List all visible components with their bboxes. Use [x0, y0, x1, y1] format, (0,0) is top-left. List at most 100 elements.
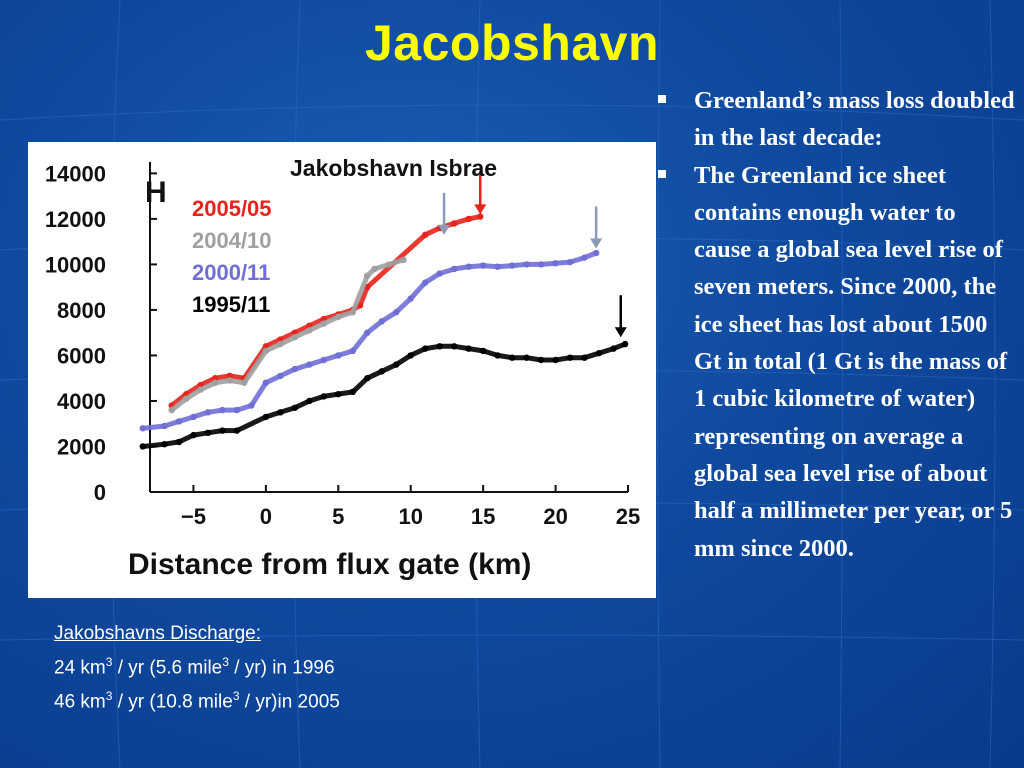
data-point — [422, 345, 429, 352]
data-point — [306, 361, 313, 368]
data-point — [168, 406, 175, 414]
data-point — [371, 265, 378, 273]
x-tick-label: −5 — [181, 504, 206, 529]
data-point — [262, 379, 270, 386]
data-point — [407, 352, 414, 359]
chart-legend: 2005/05 2004/10 2000/11 1995/11 — [192, 196, 272, 317]
data-point — [335, 390, 342, 398]
data-point — [262, 347, 270, 355]
discharge-1996: 24 km3 / yr (5.6 mile3 / yr) in 1996 — [54, 655, 335, 679]
data-point — [422, 279, 429, 286]
data-point — [581, 254, 588, 261]
data-point — [248, 402, 255, 409]
data-point — [465, 263, 472, 270]
x-tick-label: 5 — [332, 504, 344, 529]
data-point — [364, 375, 371, 382]
data-point — [436, 343, 443, 350]
data-point — [183, 395, 190, 402]
y-tick-label: 14000 — [45, 161, 106, 186]
legend-entry: 2000/11 — [192, 260, 270, 285]
data-point — [621, 340, 629, 348]
data-point — [450, 343, 458, 350]
discharge-heading: Jakobshavns Discharge: — [54, 623, 261, 644]
data-point — [523, 354, 530, 361]
arrow-head — [614, 327, 627, 338]
data-point — [204, 409, 212, 416]
data-point — [581, 354, 588, 361]
profile-chart: 14000 12000 10000 8000 6000 4000 2000 0 −5 0 5 10 1… — [45, 155, 640, 581]
data-point — [494, 263, 501, 270]
data-point — [552, 356, 559, 364]
x-tick-labels: −5 0 5 10 15 20 25 — [181, 504, 640, 529]
data-point — [320, 356, 328, 364]
data-point — [479, 347, 487, 355]
y-tick-label: 10000 — [45, 252, 106, 277]
data-point — [349, 388, 356, 396]
bullet-square-icon — [658, 95, 666, 103]
data-point — [226, 372, 233, 380]
bullet-item: The Greenland ice sheet contains enough … — [654, 157, 1016, 567]
data-point — [320, 320, 328, 327]
chart-panel: 14000 12000 10000 8000 6000 4000 2000 0 −5 0 5 10 1… — [28, 142, 656, 598]
x-tick-label: 0 — [260, 504, 272, 529]
data-point — [378, 368, 385, 375]
data-point — [349, 347, 356, 355]
data-point — [566, 354, 574, 361]
slide-title: Jacobshavn — [364, 15, 659, 71]
discharge-2005: 46 km3 / yr (10.8 mile3 / yr)in 2005 — [54, 689, 340, 713]
data-point — [422, 231, 429, 239]
data-point — [277, 372, 284, 380]
x-tick-label: 15 — [471, 504, 495, 529]
series-1995-11 — [139, 340, 629, 450]
data-point — [400, 256, 407, 264]
chart-axes — [149, 162, 629, 493]
x-tick-label: 10 — [398, 504, 422, 529]
data-point — [161, 422, 168, 430]
data-point — [139, 425, 146, 432]
bullet-square-icon — [658, 169, 666, 178]
data-point — [610, 345, 617, 352]
arrow-head — [590, 238, 603, 249]
data-point — [477, 213, 484, 220]
data-point — [190, 431, 197, 439]
flux-gate-arrows — [438, 172, 627, 338]
data-point — [175, 438, 183, 446]
y-tick-label: 2000 — [57, 434, 106, 459]
bullet-list: Greenland’s mass loss doubled in the las… — [654, 82, 1016, 567]
data-point — [306, 397, 313, 405]
y-tick-label: 0 — [94, 480, 106, 505]
legend-entry: 1995/11 — [192, 292, 270, 317]
data-point — [508, 354, 516, 361]
data-point — [190, 413, 197, 421]
x-tick-label: 20 — [543, 504, 567, 529]
data-point — [226, 377, 233, 384]
y-tick-label: 4000 — [57, 389, 106, 414]
data-point — [450, 265, 458, 273]
flux-gate-arrow — [614, 295, 627, 338]
data-point — [393, 309, 400, 316]
arrow-head — [438, 224, 451, 235]
discharge-note: Jakobshavns Discharge: 24 km3 / yr (5.6 … — [54, 620, 340, 717]
data-point — [219, 406, 226, 414]
data-point — [349, 309, 356, 316]
data-point — [465, 345, 472, 352]
data-point — [291, 404, 299, 411]
data-point — [240, 379, 248, 386]
y-tick-label: 12000 — [45, 207, 106, 232]
data-point — [277, 340, 284, 348]
data-point — [262, 413, 270, 421]
data-point — [385, 261, 393, 268]
data-point — [320, 393, 328, 400]
panel-letter: H — [145, 176, 167, 209]
legend-entry: 2004/10 — [192, 228, 272, 253]
data-point — [197, 386, 204, 393]
data-point — [407, 295, 414, 302]
data-point — [211, 379, 219, 386]
plot-area — [139, 213, 629, 450]
data-point — [523, 261, 530, 268]
x-tick-label: 25 — [616, 504, 640, 529]
data-point — [465, 215, 472, 223]
data-point — [537, 356, 545, 364]
data-point — [204, 429, 212, 437]
x-axis-label: Distance from flux gate (km) — [128, 548, 531, 581]
